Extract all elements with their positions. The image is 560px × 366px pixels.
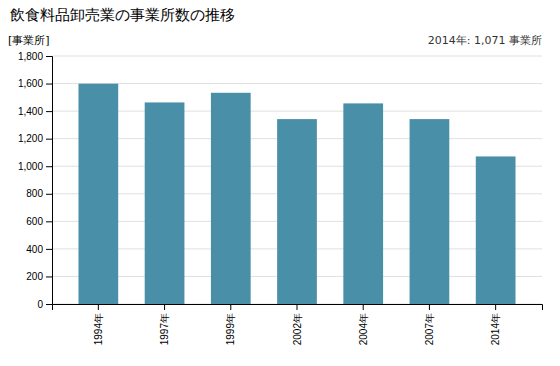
bar — [410, 119, 450, 304]
y-tick-mark — [46, 139, 52, 140]
y-tick: 1,000 — [18, 161, 52, 172]
y-tick-mark — [46, 166, 52, 167]
y-tick: 1,400 — [18, 106, 52, 117]
y-tick-mark — [46, 194, 52, 195]
plot: 0 200 400 600 800 1,000 1,200 1,400 1,600 1,800 19… — [18, 51, 543, 346]
y-tick-label: 1,400 — [18, 106, 43, 117]
grid-line — [52, 111, 542, 112]
y-tick-mark — [46, 84, 52, 85]
x-tick-label: 1994年 — [93, 313, 104, 345]
y-tick: 0 — [37, 299, 52, 310]
y-tick: 600 — [26, 216, 52, 227]
y-tick: 800 — [26, 188, 52, 199]
x-tick-label: 2002年 — [292, 313, 303, 345]
bar — [476, 156, 516, 304]
x-tick: 2007年 — [424, 304, 435, 345]
x-tick: 1994年 — [93, 304, 104, 345]
y-tick-label: 600 — [26, 216, 43, 227]
x-axis-line — [53, 305, 543, 311]
bar — [343, 103, 383, 304]
x-tick-mark — [164, 304, 165, 310]
x-tick: 1999年 — [225, 304, 236, 345]
y-tick-mark — [46, 56, 52, 57]
bar — [78, 84, 118, 304]
x-tick-mark — [230, 304, 231, 310]
grid — [52, 56, 542, 304]
y-tick-mark — [46, 111, 52, 112]
x-tick: 2004年 — [358, 304, 369, 345]
x-tick: 2002年 — [292, 304, 303, 345]
x-tick-label: 2004年 — [358, 313, 369, 345]
y-axis: 0 200 400 600 800 1,000 1,200 1,400 1,600 1,800 — [18, 51, 53, 310]
annotation: 2014年: 1,071 事業所 — [428, 34, 542, 47]
y-tick-label: 0 — [37, 299, 43, 310]
bar — [211, 93, 251, 304]
y-tick-mark — [46, 304, 52, 305]
y-tick-label: 1,800 — [18, 51, 43, 62]
y-tick-label: 1,200 — [18, 133, 43, 144]
x-tick-label: 2007年 — [424, 313, 435, 345]
x-axis: 1994年 1997年 1999年 2002年 2004年 2007年 2014年 — [53, 304, 543, 345]
x-tick-label: 1997年 — [159, 313, 170, 345]
y-tick: 1,600 — [18, 78, 52, 89]
y-tick: 200 — [26, 271, 52, 282]
title: 飲食料品卸売業の事業所数の推移 — [10, 6, 235, 24]
y-tick-mark — [46, 221, 52, 222]
y-tick-mark — [46, 276, 52, 277]
y-tick-label: 200 — [26, 271, 43, 282]
y-axis-label: [事業所] — [8, 34, 50, 47]
y-tick-label: 800 — [26, 188, 43, 199]
x-tick-mark — [363, 304, 364, 310]
x-tick-label: 1999年 — [225, 313, 236, 345]
y-tick: 1,200 — [18, 133, 52, 144]
y-tick-label: 400 — [26, 244, 43, 255]
y-axis-line — [46, 57, 53, 305]
x-tick: 1997年 — [159, 304, 170, 345]
y-tick: 1,800 — [18, 51, 52, 62]
bar — [145, 102, 185, 304]
chart: 飲食料品卸売業の事業所数の推移 0 200 400 600 800 1,000 1,200 1,… — [0, 0, 560, 366]
bar — [277, 119, 317, 304]
y-tick-label: 1,600 — [18, 78, 43, 89]
x-tick-mark — [495, 304, 496, 310]
bars — [78, 84, 515, 304]
x-tick-label: 2014年 — [490, 313, 501, 345]
grid-line — [52, 83, 542, 84]
grid-line — [52, 56, 542, 57]
x-tick-mark — [98, 304, 99, 310]
y-tick-label: 1,000 — [18, 161, 43, 172]
x-tick-mark — [297, 304, 298, 310]
x-tick: 2014年 — [490, 304, 501, 345]
x-tick-mark — [429, 304, 430, 310]
y-tick: 400 — [26, 244, 52, 255]
y-tick-mark — [46, 249, 52, 250]
